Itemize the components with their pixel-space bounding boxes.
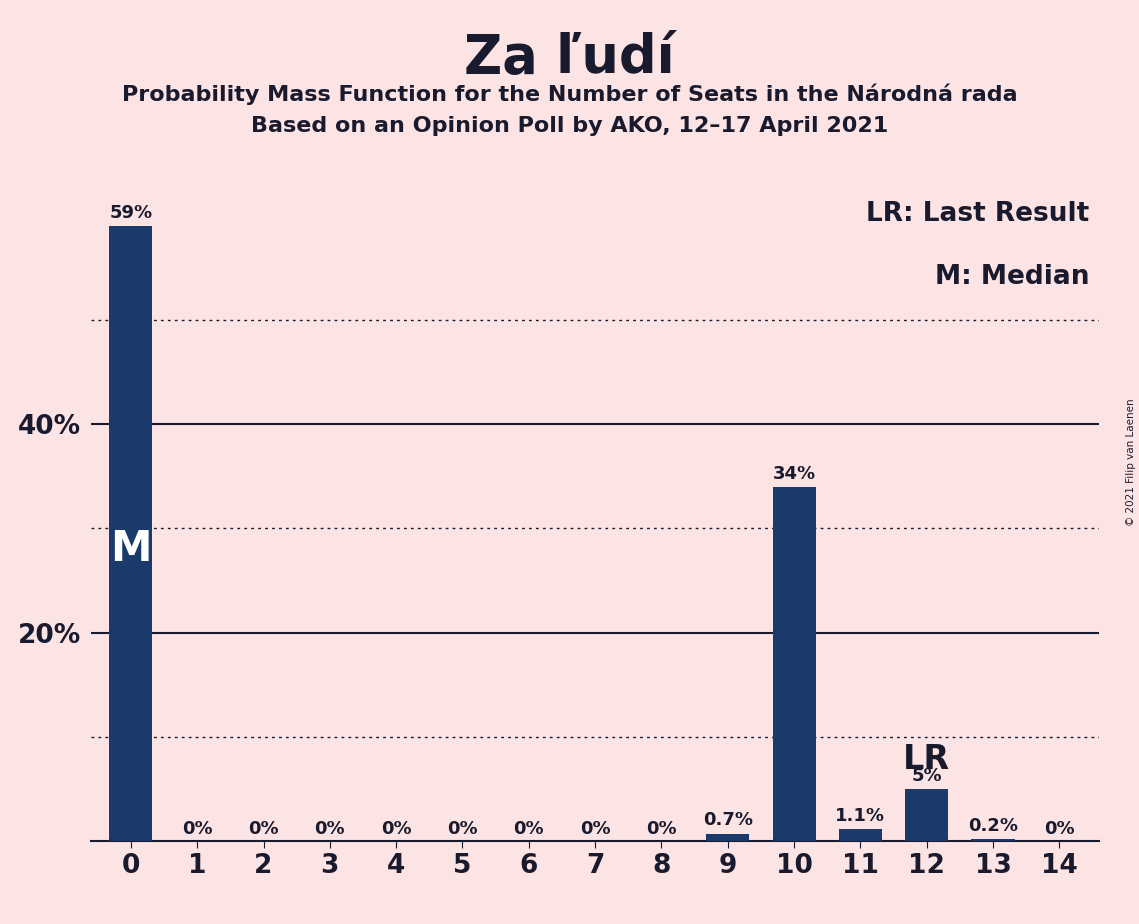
Bar <box>109 226 153 841</box>
Text: 0.7%: 0.7% <box>703 811 753 830</box>
Text: 0%: 0% <box>314 821 345 838</box>
Text: LR: Last Result: LR: Last Result <box>866 201 1089 227</box>
Text: 5%: 5% <box>911 767 942 784</box>
Text: 34%: 34% <box>772 465 816 482</box>
Text: 0%: 0% <box>646 821 677 838</box>
Text: Probability Mass Function for the Number of Seats in the Národná rada: Probability Mass Function for the Number… <box>122 83 1017 104</box>
Text: Based on an Opinion Poll by AKO, 12–17 April 2021: Based on an Opinion Poll by AKO, 12–17 A… <box>251 116 888 136</box>
Text: M: Median: M: Median <box>935 263 1089 289</box>
Text: 0%: 0% <box>580 821 611 838</box>
Text: 59%: 59% <box>109 204 153 223</box>
Bar <box>906 789 949 841</box>
Text: 0%: 0% <box>248 821 279 838</box>
Text: 0.2%: 0.2% <box>968 817 1018 834</box>
Text: M: M <box>110 529 151 570</box>
Text: Za ľudí: Za ľudí <box>465 32 674 84</box>
Text: 1.1%: 1.1% <box>835 808 885 825</box>
Bar <box>706 833 749 841</box>
Bar <box>972 839 1015 841</box>
Bar <box>838 830 882 841</box>
Text: © 2021 Filip van Laenen: © 2021 Filip van Laenen <box>1126 398 1136 526</box>
Text: 0%: 0% <box>380 821 411 838</box>
Bar <box>772 487 816 841</box>
Text: 0%: 0% <box>1044 821 1075 838</box>
Text: 0%: 0% <box>182 821 213 838</box>
Text: 0%: 0% <box>448 821 477 838</box>
Text: 0%: 0% <box>514 821 544 838</box>
Text: LR: LR <box>903 743 950 776</box>
